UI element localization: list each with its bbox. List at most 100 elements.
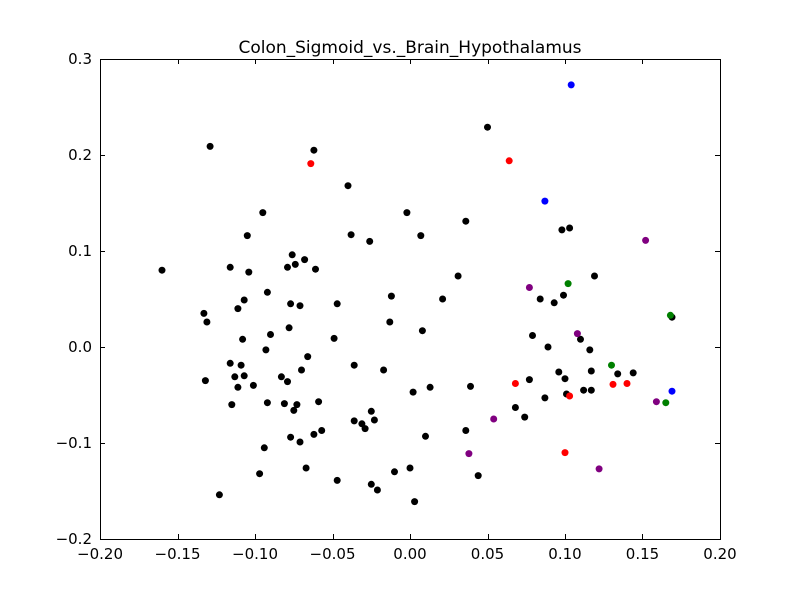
scatter-point: [505, 157, 513, 165]
scatter-point: [344, 182, 352, 190]
scatter-point: [662, 399, 670, 407]
scatter-point: [367, 407, 375, 415]
scatter-point: [521, 413, 529, 421]
scatter-point: [284, 378, 291, 386]
scatter-point: [558, 226, 566, 234]
scatter-point: [525, 284, 533, 291]
scatter-point: [296, 438, 304, 446]
x-tick-label: 0.20: [703, 545, 736, 563]
scatter-point: [280, 400, 288, 408]
scatter-point: [226, 359, 234, 367]
axes-ticks: −0.20 −0.15 −0.10 −0.05 0.00 0.05 0.10 0.15 0.20…: [56, 50, 737, 563]
scatter-point: [206, 142, 214, 150]
y-tick-label: −0.2: [56, 530, 92, 548]
scatter-point: [350, 417, 358, 425]
x-tick-label: −0.05: [310, 545, 356, 563]
scatter-point: [310, 430, 318, 438]
scatter-point: [591, 272, 598, 280]
scatter-point: [541, 394, 549, 402]
scatter-point: [422, 432, 429, 440]
scatter-point: [304, 353, 312, 361]
scatter-point: [262, 346, 270, 354]
scatter-point: [566, 224, 574, 232]
scatter-point: [296, 302, 304, 310]
scatter-point: [668, 387, 676, 395]
scatter-point: [256, 470, 264, 478]
scatter-point: [614, 370, 622, 378]
y-tick-label: −0.1: [56, 434, 92, 452]
scatter-point: [403, 209, 411, 217]
x-tick-label: 0.10: [548, 545, 581, 563]
scatter-point: [426, 383, 434, 391]
scatter-point: [608, 361, 615, 369]
scatter-point: [290, 406, 298, 414]
scatter-point: [391, 468, 398, 476]
scatter-point: [454, 272, 462, 280]
x-tick-label: −0.10: [232, 545, 278, 563]
scatter-point: [555, 368, 563, 376]
y-tick-label: 0.0: [68, 338, 92, 356]
scatter-point: [263, 288, 271, 296]
scatter-point: [544, 343, 552, 351]
scatter-point: [158, 266, 166, 274]
scatter-point: [333, 476, 341, 484]
scatter-point: [652, 398, 660, 406]
scatter-point: [367, 480, 375, 488]
scatter-point: [293, 401, 301, 409]
scatter-point: [333, 300, 341, 308]
scatter-point: [330, 334, 338, 342]
scatter-point: [288, 251, 296, 259]
y-tick-label: 0.1: [68, 242, 92, 260]
scatter-point: [302, 464, 310, 472]
scatter-point: [629, 369, 637, 377]
scatter-point: [347, 231, 355, 239]
scatter-point: [417, 232, 425, 240]
scatter-point: [203, 318, 211, 326]
scatter-point: [263, 399, 271, 407]
scatter-point: [215, 491, 223, 499]
scatter-point: [234, 383, 242, 391]
scatter-point: [525, 376, 533, 384]
scatter-point: [564, 280, 572, 288]
scatter-point: [226, 263, 234, 271]
chart-title: Colon_Sigmoid_vs._Brain_Hypothalamus: [238, 38, 581, 58]
scatter-point: [511, 404, 519, 411]
scatter-point: [301, 256, 309, 264]
scatter-point: [228, 401, 236, 409]
scatter-point: [560, 291, 567, 299]
scatter-point: [380, 366, 388, 374]
scatter-point: [462, 217, 470, 225]
scatter-point: [567, 81, 575, 89]
scatter-point: [474, 472, 482, 480]
scatter-point: [511, 380, 519, 387]
scatter-point: [387, 292, 395, 300]
scatter-point: [609, 380, 617, 388]
scatter-point: [484, 123, 491, 131]
scatter-point: [277, 373, 285, 381]
scatter-point: [467, 382, 474, 390]
x-tick-label: 0.00: [393, 545, 426, 563]
scatter-point: [284, 263, 291, 271]
scatter-point: [373, 486, 381, 494]
scatter-point: [350, 361, 358, 369]
scatter-point: [200, 309, 208, 317]
scatter-point: [318, 427, 326, 434]
scatter-point: [561, 375, 569, 383]
scatter-point: [536, 295, 544, 303]
scatter-point: [259, 209, 267, 217]
scatter-point: [465, 450, 473, 458]
scatter-point: [406, 464, 414, 472]
scatter-point: [315, 398, 323, 406]
scatter-point: [642, 236, 650, 244]
scatter-point: [550, 299, 558, 307]
scatter-point: [201, 377, 209, 385]
scatter-point: [370, 416, 378, 424]
scatter-point: [285, 324, 293, 332]
scatter-point: [267, 331, 274, 338]
scatter-point: [361, 425, 369, 433]
plot-frame: [100, 59, 721, 540]
scatter-point: [490, 415, 498, 423]
scatter-point: [310, 146, 318, 154]
data-points: [158, 81, 676, 506]
